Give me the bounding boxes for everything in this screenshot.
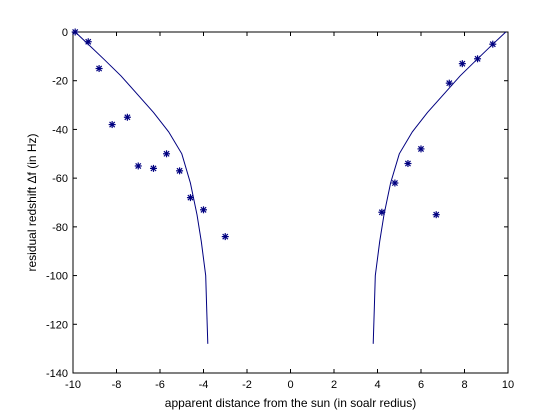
- y-tick-label: -140: [46, 368, 68, 380]
- data-point: [221, 233, 229, 241]
- fit-curve-1: [74, 31, 209, 344]
- data-point: [417, 145, 425, 153]
- data-point: [391, 179, 399, 187]
- x-tick-label: -10: [65, 379, 81, 391]
- data-point: [95, 65, 103, 73]
- y-tick-label: -20: [52, 76, 68, 88]
- x-tick-label: 10: [502, 379, 514, 391]
- data-point: [134, 162, 142, 170]
- y-tick-label: -80: [52, 222, 68, 234]
- x-tick-label: -6: [155, 379, 165, 391]
- y-tick-label: -100: [46, 271, 68, 283]
- y-tick-label: 0: [62, 27, 68, 39]
- y-tick-label: -40: [52, 124, 68, 136]
- data-point: [176, 167, 184, 175]
- data-point: [458, 60, 466, 68]
- data-point: [445, 79, 453, 87]
- x-tick-label: 2: [331, 379, 337, 391]
- x-tick-label: -8: [112, 379, 122, 391]
- x-tick-label: -4: [199, 379, 209, 391]
- data-point: [186, 194, 194, 202]
- data-point: [404, 160, 412, 168]
- x-tick-label: 6: [418, 379, 424, 391]
- data-point: [123, 113, 131, 121]
- data-point: [432, 211, 440, 219]
- x-axis-label: apparent distance from the sun (in soalr…: [165, 396, 416, 410]
- x-tick-label: 4: [374, 379, 380, 391]
- x-tick-label: 0: [287, 379, 293, 391]
- data-point: [149, 164, 157, 172]
- y-tick-label: -120: [46, 319, 68, 331]
- y-tick-label: -60: [52, 173, 68, 185]
- y-axis-label: residual redshift Δf (in Hz): [25, 133, 39, 271]
- x-tick-label: 8: [461, 379, 467, 391]
- plot-area: -10 -8 -6 -4 -2 0 2 4 6 8 100-20-40-60-80-100-120-…: [46, 27, 514, 391]
- x-tick-label: -2: [242, 379, 252, 391]
- data-point: [163, 150, 171, 158]
- data-point: [200, 206, 207, 214]
- fit-curve-2: [372, 31, 507, 344]
- axes-frame: [72, 31, 509, 374]
- data-point: [108, 121, 116, 129]
